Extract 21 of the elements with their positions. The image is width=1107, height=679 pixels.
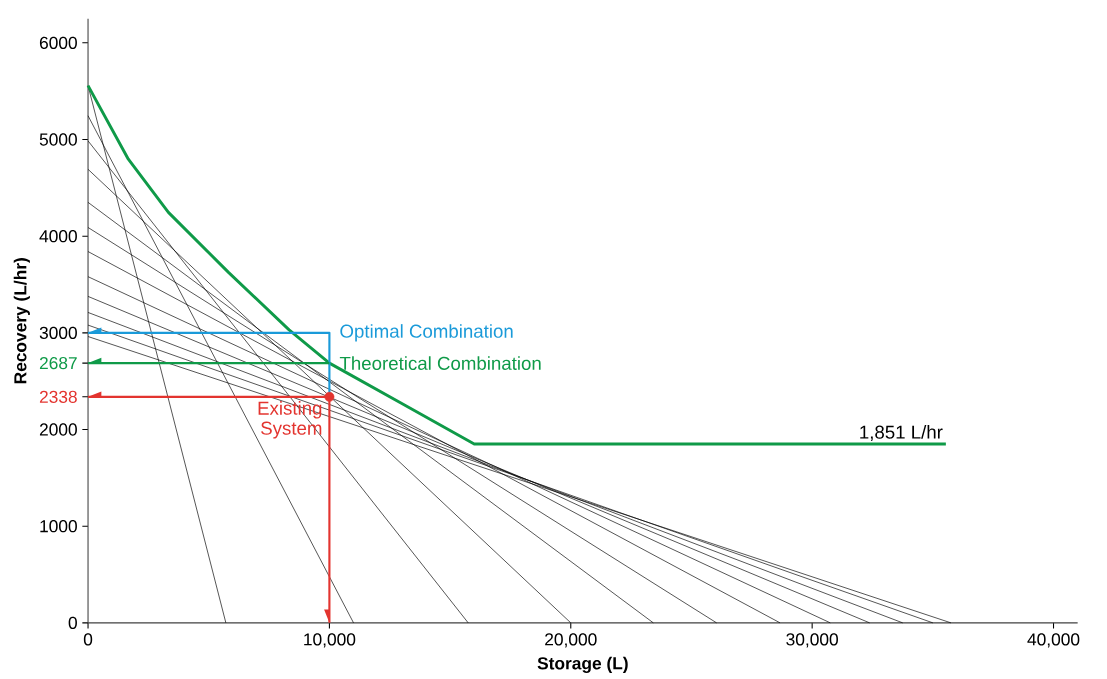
- y-tick-label: 2000: [39, 423, 77, 436]
- x-axis-title: Storage (L): [537, 656, 628, 674]
- y-tick-label: 6000: [39, 36, 77, 50]
- series-label: Existing System: [258, 401, 322, 439]
- y-tick-label: 2338: [39, 390, 77, 404]
- series-label: Optimal Combination: [340, 324, 513, 342]
- y-tick-label: 2687: [39, 357, 77, 370]
- annotation: 1,851 L/hr: [860, 425, 943, 442]
- x-tick-label: 30,000: [786, 633, 838, 648]
- y-tick-label: 5000: [39, 133, 77, 146]
- y-tick-label: 0: [68, 616, 77, 630]
- x-tick-label: 40,000: [1027, 633, 1080, 648]
- y-tick-label: 4000: [39, 230, 77, 243]
- y-tick-label: 3000: [39, 326, 77, 340]
- x-tick-label: 0: [83, 633, 93, 646]
- y-axis-title: Recovery (L/hr): [13, 258, 30, 384]
- x-tick-label: 10,000: [304, 633, 356, 648]
- line-series: [86, 84, 948, 446]
- x-tick-label: 20,000: [545, 633, 597, 648]
- series-label: Theoretical Combination: [339, 356, 541, 371]
- y-tick-label: 1000: [40, 520, 77, 533]
